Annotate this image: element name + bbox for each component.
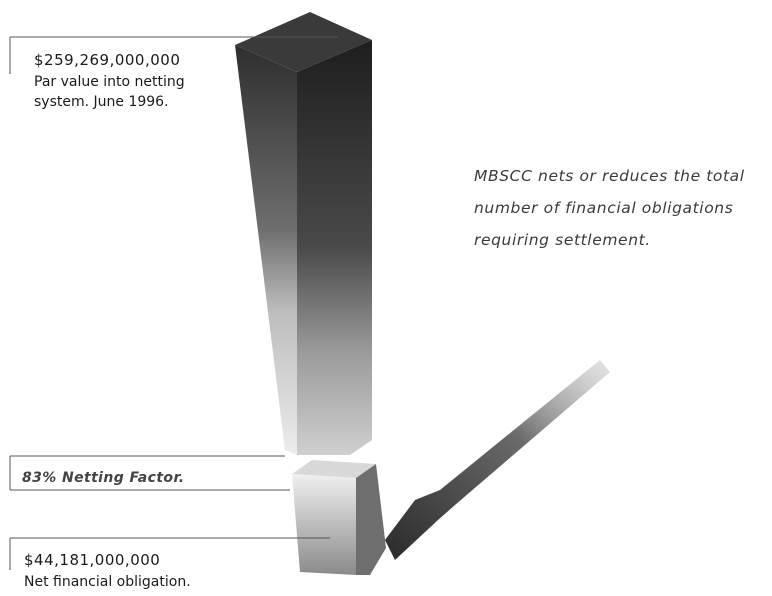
par-value-amount: $259,269,000,000	[34, 51, 181, 69]
net-obligation-amount: $44,181,000,000	[24, 551, 161, 569]
par-value-label-line2: system. June 1996.	[34, 94, 169, 110]
small-block-front	[292, 474, 356, 575]
small-block-side	[356, 464, 386, 575]
bar-shadow	[385, 360, 610, 560]
big-bar-front	[235, 45, 297, 455]
netting-description-line1: MBSCC nets or reduces the total	[474, 167, 745, 185]
par-value-label-line1: Par value into netting	[34, 74, 185, 90]
big-bar-side	[297, 40, 372, 455]
small-block-top	[292, 460, 376, 478]
big-bar-top	[235, 12, 372, 72]
netting-description-line3: requiring settlement.	[474, 231, 651, 249]
netting-factor-label: 83% Netting Factor.	[22, 470, 185, 486]
netting-description: MBSCC nets or reduces the total number o…	[474, 160, 745, 256]
netting-description-line2: number of financial obligations	[474, 199, 734, 217]
net-obligation-label: Net financial obligation.	[24, 574, 191, 590]
